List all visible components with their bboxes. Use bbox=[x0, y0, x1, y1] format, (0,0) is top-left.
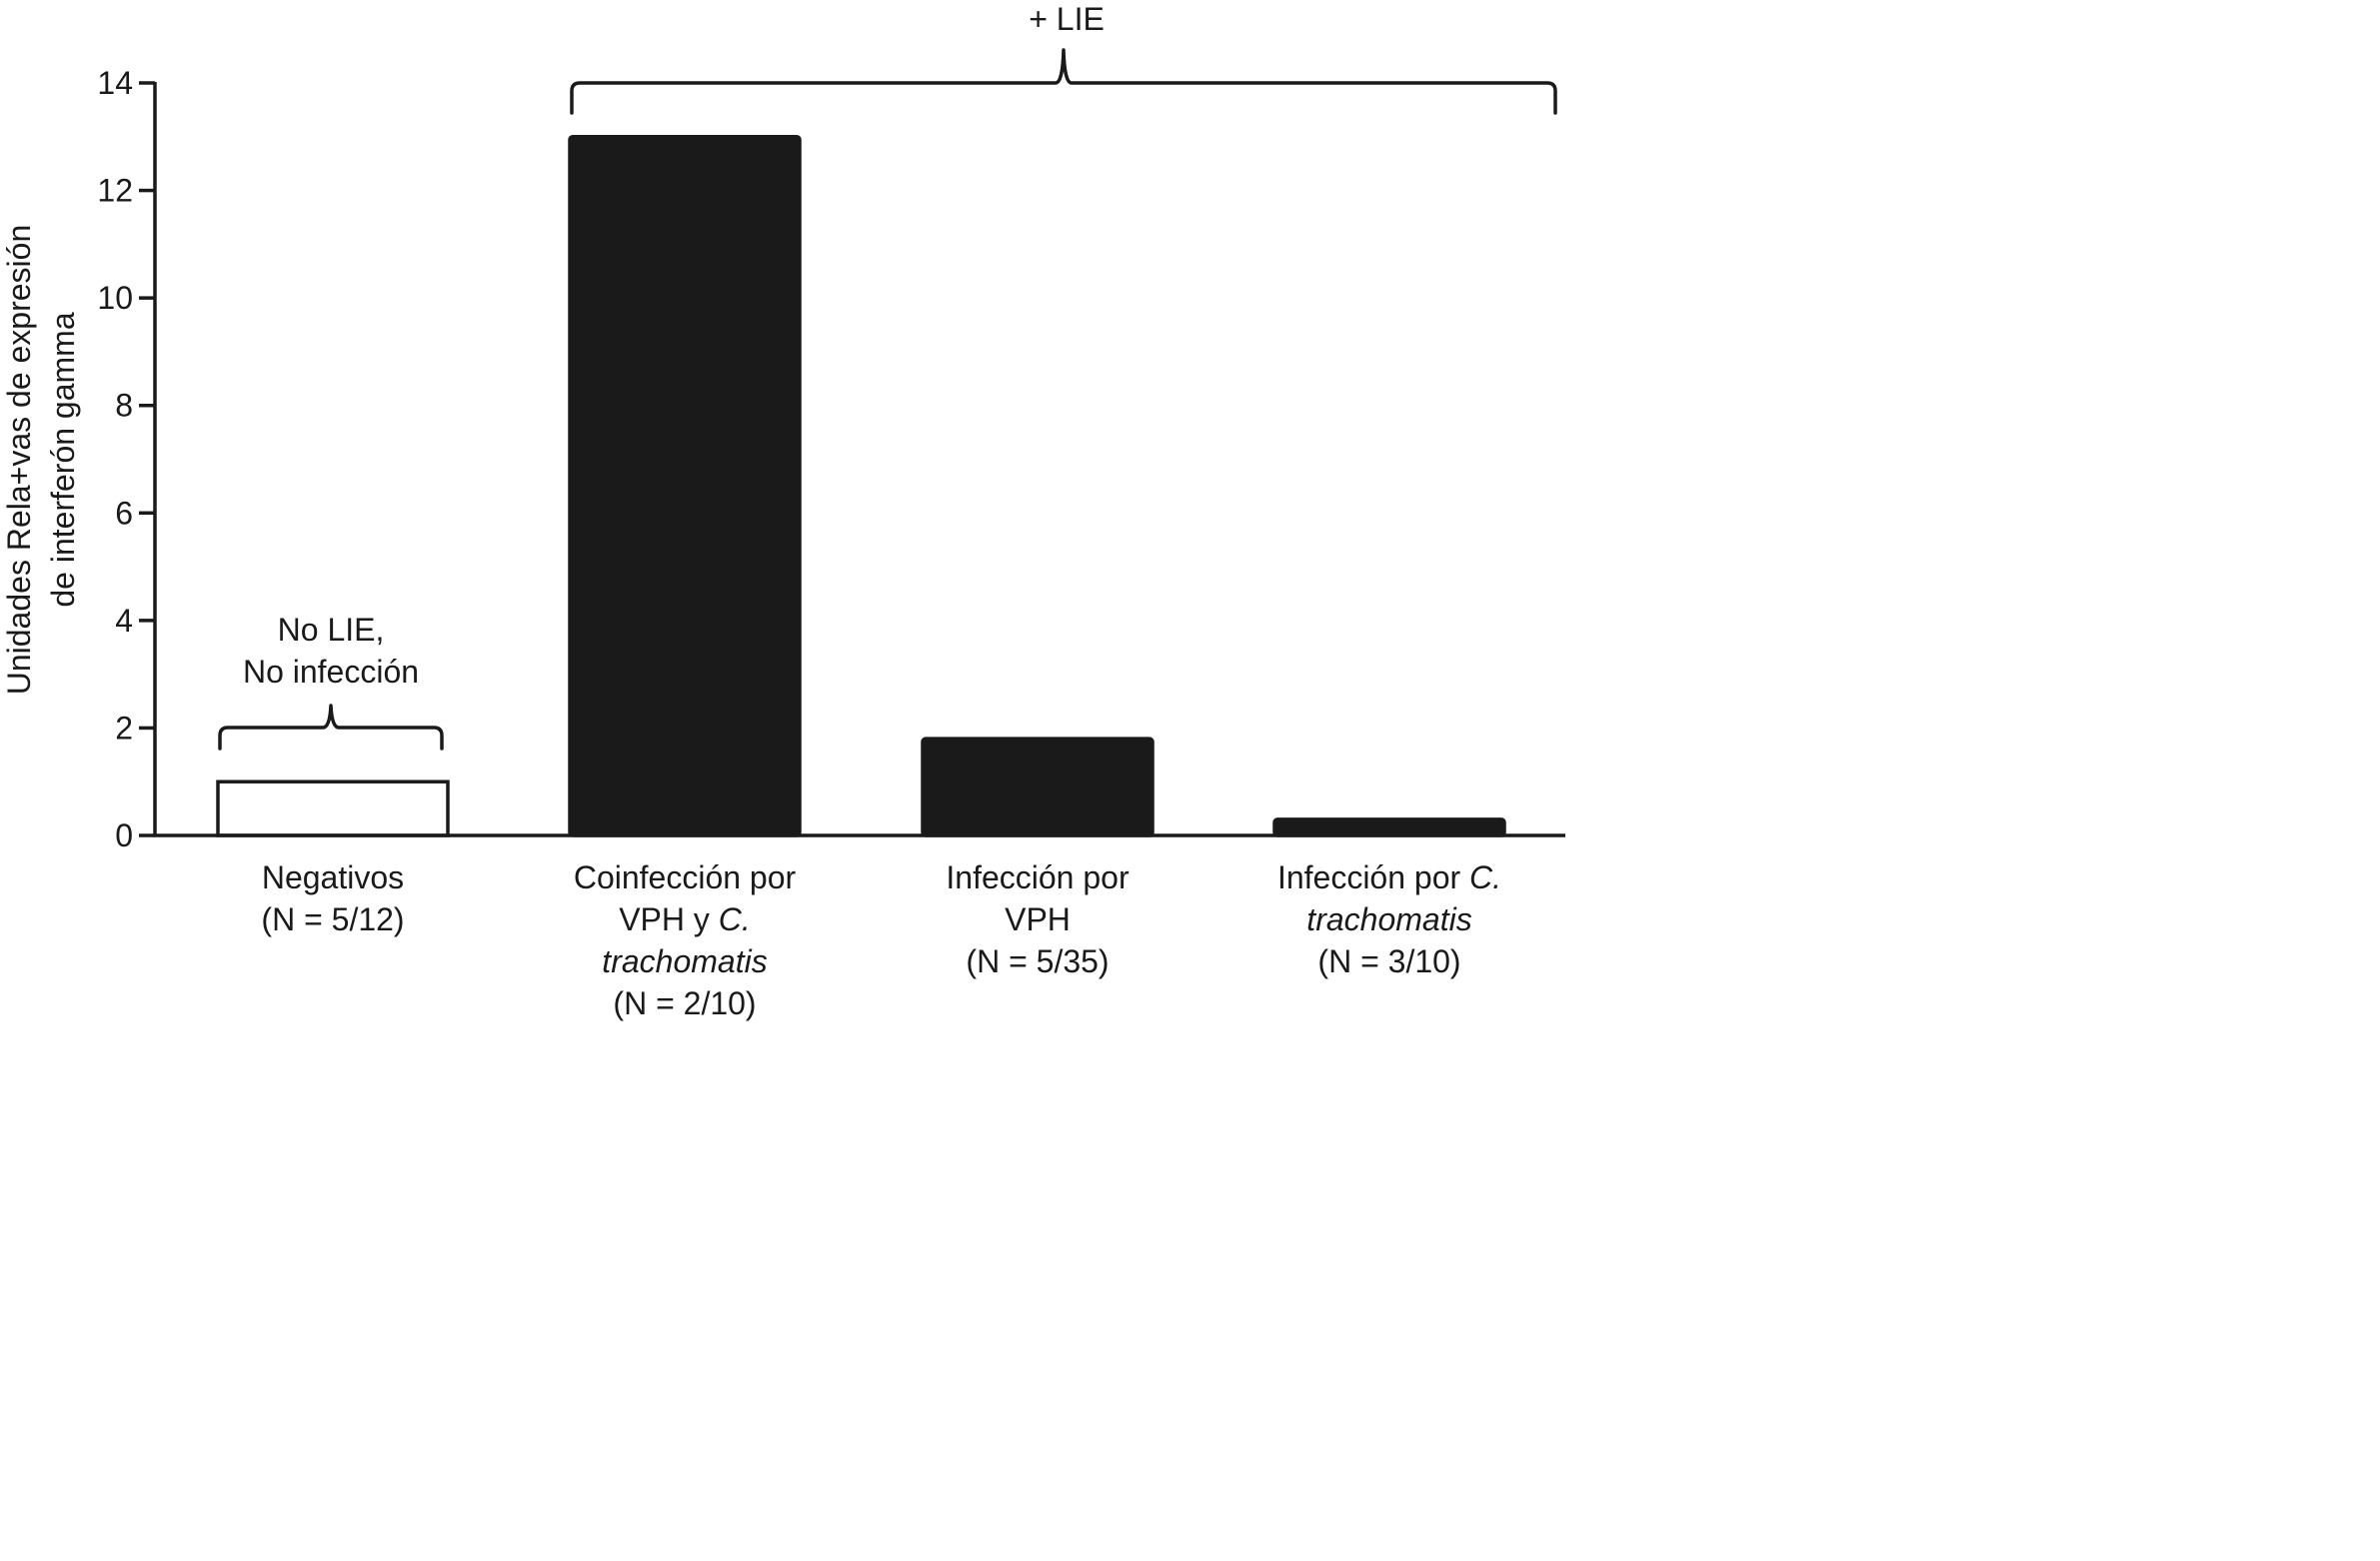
category-label-2-line-2-run-1: VPH y bbox=[619, 901, 719, 937]
chart-svg: 0 2 4 6 8 10 12 14 Negativos (N = 5/12) Coinfecci… bbox=[1, 1, 1565, 1021]
y-axis-title-group: Unidades Rela+vas de expresión de interfe… bbox=[1, 225, 81, 696]
y-axis-title: Unidades Rela+vas de expresión de interfe… bbox=[1, 225, 81, 696]
bar-4 bbox=[1272, 817, 1506, 837]
bars-group bbox=[216, 135, 1506, 837]
category-label-3-line-2-run-1: VPH bbox=[1005, 901, 1071, 937]
annotations-group: No LIE, No infección + LIE bbox=[218, 1, 1557, 751]
category-label-2: Coinfección por VPH y C. trachomatis (N = 2… bbox=[574, 859, 797, 1021]
y-tick-label-2: 2 bbox=[115, 710, 133, 746]
y-ticks-group: 0 2 4 6 8 10 12 14 bbox=[97, 65, 155, 853]
category-label-1-line-2-run-1: (N = 5/12) bbox=[261, 901, 404, 937]
category-label-2-line-4-run-1: (N = 2/10) bbox=[613, 985, 756, 1021]
no-lie-annotation-line-1: No LIE, bbox=[278, 612, 385, 648]
bar-3 bbox=[921, 737, 1155, 837]
category-label-1-line-1-run-1: Negativos bbox=[262, 859, 404, 895]
lie-brace bbox=[570, 48, 1557, 115]
category-label-3: Infección por VPH (N = 5/35) bbox=[946, 859, 1130, 979]
y-tick-label-12: 12 bbox=[97, 173, 133, 209]
category-label-4-line-1-run-1: Infección por bbox=[1277, 859, 1469, 895]
no-lie-annotation-line-2: No infección bbox=[243, 654, 419, 690]
category-label-2-line-2-run-2: C. bbox=[719, 901, 751, 937]
category-label-2-line-3-run-1: trachomatis bbox=[602, 943, 767, 979]
y-tick-label-4: 4 bbox=[115, 603, 133, 639]
category-label-3-line-1-run-1: Infección por bbox=[946, 859, 1130, 895]
bar-2 bbox=[568, 135, 802, 837]
category-label-1: Negativos (N = 5/12) bbox=[261, 859, 404, 937]
x-labels-group: Negativos (N = 5/12) Coinfección por VPH y … bbox=[261, 859, 1501, 1021]
y-tick-label-14: 14 bbox=[97, 65, 133, 101]
y-tick-label-0: 0 bbox=[115, 817, 133, 853]
y-tick-label-8: 8 bbox=[115, 388, 133, 424]
category-label-2-line-1-run-1: Coinfección por bbox=[574, 859, 797, 895]
category-label-4-line-2-run-1: trachomatis bbox=[1306, 901, 1471, 937]
category-label-4-line-1-run-2: C. bbox=[1469, 859, 1501, 895]
bar-chart: 0 2 4 6 8 10 12 14 Negativos (N = 5/12) Coinfecci… bbox=[0, 0, 1567, 1028]
category-label-4: Infección por C. trachomatis (N = 3/10) bbox=[1277, 859, 1501, 979]
category-label-4-line-3-run-1: (N = 3/10) bbox=[1317, 943, 1460, 979]
bar-1 bbox=[216, 780, 450, 837]
y-axis-title-line-1: Unidades Rela+vas de expresión bbox=[1, 225, 37, 696]
no-lie-brace bbox=[218, 704, 444, 751]
y-tick-label-6: 6 bbox=[115, 495, 133, 531]
category-label-3-line-3-run-1: (N = 5/35) bbox=[966, 943, 1109, 979]
lie-annotation: + LIE bbox=[1029, 1, 1105, 37]
y-axis-title-line-2: de interferón gamma bbox=[45, 312, 81, 607]
axes-group bbox=[153, 82, 1565, 837]
y-tick-label-10: 10 bbox=[97, 280, 133, 316]
